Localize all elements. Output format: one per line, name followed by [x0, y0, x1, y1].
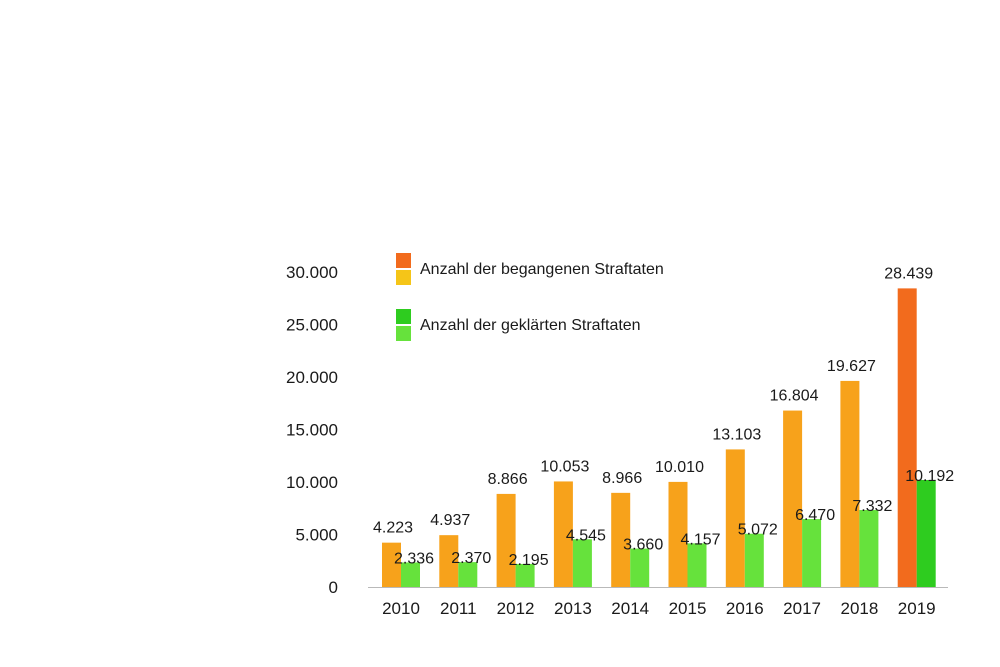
x-tick-label-2011: 2011: [440, 599, 477, 618]
data-label-begangene-2014: 8.966: [602, 470, 642, 487]
data-label-begangene-2018: 19.627: [827, 358, 876, 375]
x-axis: 2010 2011 2012 2013 2014 2015 2016 2017 2018 2019: [382, 599, 936, 618]
y-axis: 0 5.000 10.000 15.000 20.000 25.000 30.000: [286, 263, 948, 597]
legend: Anzahl der begangenen Straftaten Anzahl d…: [396, 253, 664, 341]
data-labels: 4.223 2.336 4.937 2.370 8.866 2.195 10.053 4.54…: [373, 265, 954, 569]
data-label-geklaerte-2011: 2.370: [451, 550, 491, 567]
bar-geklaerte-2019: [916, 479, 936, 587]
bars: [382, 288, 936, 587]
bar-begangene-2012: [496, 493, 516, 587]
x-tick-label-2018: 2018: [840, 599, 878, 618]
data-label-geklaerte-2017: 6.470: [795, 507, 835, 524]
x-tick-label-2019: 2019: [898, 599, 936, 618]
data-label-begangene-2016: 13.103: [712, 426, 761, 443]
y-tick-label: 0: [329, 578, 338, 597]
bar-geklaerte-2012: [515, 563, 535, 587]
y-tick-label: 15.000: [286, 421, 338, 440]
bar-geklaerte-2013: [572, 539, 592, 587]
data-label-geklaerte-2013: 4.545: [566, 527, 606, 544]
bar-begangene-2016: [725, 449, 745, 587]
data-label-begangene-2019: 28.439: [884, 265, 933, 282]
y-tick-label: 25.000: [286, 316, 338, 335]
x-tick-label-2015: 2015: [669, 599, 707, 618]
data-label-geklaerte-2019: 10.192: [905, 468, 954, 485]
bar-begangene-2013: [553, 481, 573, 587]
x-tick-label-2016: 2016: [726, 599, 764, 618]
data-label-geklaerte-2018: 7.332: [852, 498, 892, 515]
x-tick-label-2013: 2013: [554, 599, 592, 618]
legend-swatch-1-a: [396, 309, 411, 324]
legend-swatch-1-b: [396, 326, 411, 341]
data-label-geklaerte-2010: 2.336: [394, 550, 434, 567]
data-label-begangene-2012: 8.866: [488, 471, 528, 488]
legend-label-0: Anzahl der begangenen Straftaten: [420, 261, 664, 278]
legend-label-1: Anzahl der geklärten Straftaten: [420, 317, 641, 334]
data-label-geklaerte-2015: 4.157: [680, 531, 720, 548]
legend-swatch-0-b: [396, 270, 411, 285]
bar-geklaerte-2017: [802, 519, 822, 587]
data-label-begangene-2010: 4.223: [373, 520, 413, 537]
data-label-begangene-2013: 10.053: [540, 458, 589, 475]
bar-begangene-2011: [439, 535, 459, 587]
bar-geklaerte-2016: [744, 533, 764, 587]
bar-begangene-2015: [668, 481, 688, 587]
bar-begangene-2017: [783, 410, 803, 587]
bar-begangene-2018: [840, 380, 860, 587]
data-label-geklaerte-2016: 5.072: [738, 522, 778, 539]
data-label-geklaerte-2012: 2.195: [509, 552, 549, 569]
data-label-geklaerte-2014: 3.660: [623, 537, 663, 554]
bar-geklaerte-2010: [401, 562, 420, 587]
bar-geklaerte-2018: [859, 510, 879, 587]
legend-swatch-0-a: [396, 253, 411, 268]
bar-geklaerte-2015: [687, 543, 707, 587]
y-tick-label: 30.000: [286, 263, 338, 282]
x-tick-label-2012: 2012: [497, 599, 535, 618]
bar-begangene-2010: [382, 542, 401, 587]
data-label-begangene-2017: 16.804: [770, 388, 819, 405]
data-label-begangene-2015: 10.010: [655, 459, 704, 476]
x-tick-label-2014: 2014: [611, 599, 649, 618]
bar-begangene-2014: [611, 492, 631, 587]
bar-geklaerte-2011: [458, 562, 478, 587]
bar-begangene-2019: [897, 288, 917, 587]
bar-geklaerte-2014: [630, 548, 650, 587]
y-tick-label: 5.000: [295, 526, 338, 545]
data-label-begangene-2011: 4.937: [430, 512, 470, 529]
y-tick-label: 10.000: [286, 473, 338, 492]
x-tick-label-2010: 2010: [382, 599, 420, 618]
y-tick-label: 20.000: [286, 368, 338, 387]
x-tick-label-2017: 2017: [783, 599, 821, 618]
